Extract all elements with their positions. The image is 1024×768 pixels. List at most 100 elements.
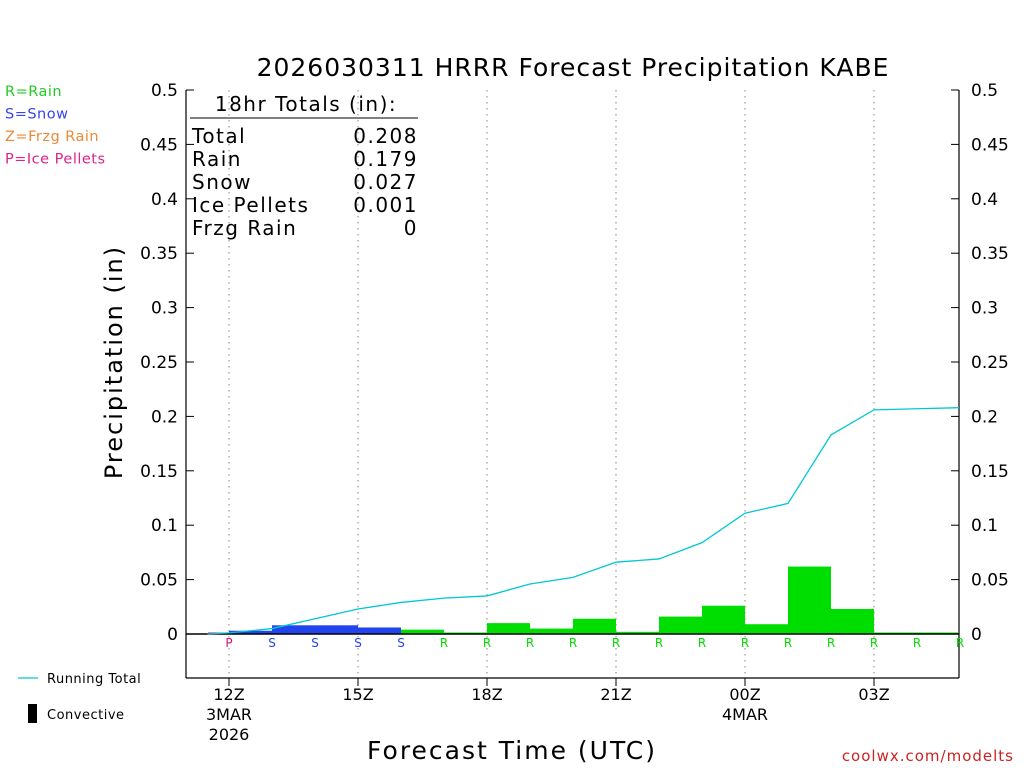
running-total-legend: Running Total	[18, 672, 141, 687]
bar-hour-24	[702, 605, 745, 634]
x-tick-label-00Z: 00Z	[729, 685, 760, 704]
hourly-bars	[208, 566, 958, 634]
y-tick-label-right: 0.25	[971, 353, 1009, 373]
totals-label: Ice Pellets	[192, 193, 309, 217]
y-tick-label-right: 0.1	[971, 516, 998, 536]
y-tick-label-right: 0.3	[971, 299, 998, 319]
bar-hour-19	[487, 623, 530, 634]
totals-label: Frzg Rain	[192, 216, 297, 240]
x-tick-date-12Z: 3MAR	[206, 705, 252, 724]
y-tick-label-left: 0.4	[151, 190, 178, 210]
type-marker-18: R	[483, 636, 491, 650]
totals-value: 0	[404, 216, 418, 240]
type-marker-14: S	[311, 636, 319, 650]
y-tick-label-right: 0.2	[971, 407, 998, 427]
y-tick-label-right: 0.05	[971, 571, 1009, 591]
bar-hour-13	[229, 630, 272, 634]
chart-title: 2026030311 HRRR Forecast Precipitation K…	[257, 53, 890, 82]
type-legend-S: S=Snow	[5, 107, 68, 123]
type-marker-25: R	[784, 636, 792, 650]
running-total-line	[207, 407, 960, 635]
type-marker-22: R	[655, 636, 663, 650]
type-marker-28: R	[913, 636, 921, 650]
y-tick-label-right: 0.35	[971, 244, 1009, 264]
x-tick-label-12Z: 12Z	[213, 685, 244, 704]
convective-legend-swatch	[28, 704, 37, 723]
y-tick-label-right: 0.45	[971, 135, 1009, 155]
bar-hour-29	[917, 632, 958, 634]
totals-value: 0.179	[353, 147, 418, 171]
type-marker-26: R	[827, 636, 835, 650]
y-tick-label-right: 0	[971, 625, 982, 645]
y-tick-label-left: 0.25	[140, 353, 178, 373]
bar-hour-23	[659, 616, 702, 634]
totals-value: 0.208	[353, 124, 418, 148]
type-marker-17: R	[440, 636, 448, 650]
bar-hour-14	[272, 625, 315, 634]
y-tick-label-left: 0.35	[140, 244, 178, 264]
type-legend: R=Rain S=Snow Z=Frzg Rain P=Ice Pellets	[5, 84, 106, 168]
y-tick-label-right: 0.5	[971, 81, 998, 101]
x-tick-label-18Z: 18Z	[471, 685, 502, 704]
y-tick-label-left: 0.15	[140, 462, 178, 482]
type-marker-16: S	[397, 636, 405, 650]
type-legend-R: R=Rain	[5, 84, 62, 100]
plot-frame	[185, 90, 960, 679]
credit-text[interactable]: coolwx.com/modelts	[842, 747, 1014, 765]
y-tick-label-left: 0.1	[151, 516, 178, 536]
x-tick-year-12Z: 2026	[209, 725, 250, 744]
bar-hour-16	[358, 627, 401, 634]
bar-hour-17	[401, 629, 444, 634]
type-marker-27: R	[870, 636, 878, 650]
x-tick-label-21Z: 21Z	[600, 685, 631, 704]
bar-hour-18	[444, 632, 487, 634]
running-total-legend-label: Running Total	[47, 672, 141, 687]
type-marker-23: R	[698, 636, 706, 650]
totals-label: Snow	[192, 170, 252, 194]
totals-header: 18hr Totals (in):	[215, 92, 397, 116]
y-tick-label-left: 0.2	[151, 407, 178, 427]
bar-hour-15	[315, 625, 358, 634]
totals-label: Total	[191, 124, 246, 148]
totals-value: 0.001	[353, 193, 418, 217]
type-legend-P: P=Ice Pellets	[5, 152, 106, 168]
type-legend-Z: Z=Frzg Rain	[5, 129, 99, 145]
y-tick-label-left: 0.45	[140, 135, 178, 155]
y-tick-label-left: 0.3	[151, 299, 178, 319]
bar-hour-20	[530, 628, 573, 634]
type-marker-20: R	[569, 636, 577, 650]
type-marker-24: R	[741, 636, 749, 650]
y-tick-label-left: 0	[167, 625, 178, 645]
type-marker-13: S	[268, 636, 276, 650]
convective-legend-label: Convective	[47, 708, 125, 723]
y-tick-label-left: 0.5	[151, 81, 178, 101]
x-tick-date-00Z: 4MAR	[722, 705, 768, 724]
type-marker-15: S	[354, 636, 362, 650]
y-axis-label: Precipitation (in)	[100, 245, 128, 479]
y-tick-label-right: 0.4	[971, 190, 998, 210]
convective-legend: Convective	[28, 704, 125, 723]
bar-hour-21	[573, 618, 616, 634]
type-marker-12: P	[225, 636, 232, 650]
y-tick-label-right: 0.15	[971, 462, 1009, 482]
type-marker-21: R	[612, 636, 620, 650]
totals-label: Rain	[192, 147, 242, 171]
bar-hour-28	[874, 632, 917, 634]
bar-hour-27	[831, 608, 874, 634]
x-axis-label: Forecast Time (UTC)	[367, 736, 657, 765]
totals-value: 0.027	[353, 170, 418, 194]
x-tick-label-15Z: 15Z	[342, 685, 373, 704]
y-axis-ticks: 0 0 0.05 0.05 0.1 0.1 0.15 0.15 0.2 0.2 0.25 0.25 0.…	[140, 81, 1009, 645]
bar-hour-26	[788, 566, 831, 634]
x-tick-label-03Z: 03Z	[858, 685, 889, 704]
bar-hour-22	[616, 631, 659, 634]
totals-box: 18hr Totals (in): Total 0.208 Rain 0.179 Sno…	[190, 92, 418, 240]
vertical-grid	[228, 90, 875, 678]
type-marker-19: R	[526, 636, 534, 650]
bar-hour-25	[745, 624, 788, 634]
type-marker-29: R	[956, 636, 964, 650]
y-tick-label-left: 0.05	[140, 571, 178, 591]
